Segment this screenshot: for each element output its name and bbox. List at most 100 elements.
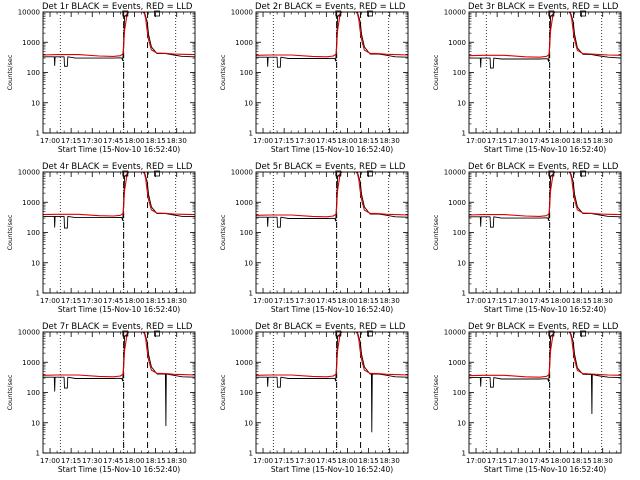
plot-area <box>256 172 408 228</box>
square-marker <box>580 10 586 17</box>
plot-area <box>43 12 195 67</box>
x-axis-label: Start Time (15-Nov-10 16:52:40) <box>484 465 606 474</box>
lld-rate-line <box>469 172 621 217</box>
x-tick-label: 17:45 <box>103 137 123 145</box>
chart-panel-5: Det 5r BLACK = Events, RED = LLD Counts/s… <box>219 162 409 314</box>
y-tick-label: 1000 <box>22 359 40 367</box>
lld-rate-line <box>256 332 408 378</box>
y-tick-label: 10000 <box>18 9 40 17</box>
y-tick-label: 10 <box>244 99 253 107</box>
x-tick-label: 17:30 <box>508 137 528 145</box>
y-axis-label: Counts/sec <box>219 54 227 90</box>
x-tick-label: 18:30 <box>380 297 400 305</box>
x-tick-label: 18:15 <box>571 137 591 145</box>
x-tick-label: 18:15 <box>358 137 378 145</box>
y-axis-label: Counts/sec <box>6 374 14 410</box>
x-tick-label: 17:45 <box>316 457 336 465</box>
plot-frame <box>255 331 409 454</box>
x-tick-label: 17:45 <box>529 297 549 305</box>
x-tick-label: 17:30 <box>82 457 102 465</box>
reference-lines <box>272 12 390 133</box>
x-tick-label: 18:30 <box>167 297 187 305</box>
x-axis-label: Start Time (15-Nov-10 16:52:40) <box>58 145 180 154</box>
chart-title: Det 9r BLACK = Events, RED = LLD <box>468 322 619 332</box>
x-tick-label: 18:30 <box>593 297 613 305</box>
x-axis-label: Start Time (15-Nov-10 16:52:40) <box>271 305 393 314</box>
square-marker <box>154 170 160 177</box>
y-tick-label: 1 <box>249 450 253 458</box>
y-axis-label: Counts/sec <box>6 214 14 250</box>
x-tick-label: 17:15 <box>487 457 507 465</box>
x-tick-label: 18:00 <box>550 137 570 145</box>
x-axis-label: Start Time (15-Nov-10 16:52:40) <box>58 305 180 314</box>
reference-lines <box>485 332 603 453</box>
y-tick-label: 1000 <box>22 199 40 207</box>
square-marker <box>580 330 586 337</box>
y-tick-label: 100 <box>240 69 253 77</box>
plot-frame <box>468 331 622 454</box>
events-rate-line <box>256 12 408 68</box>
plot-area <box>469 172 621 228</box>
reference-lines <box>59 172 177 293</box>
x-tick-label: 18:00 <box>337 297 357 305</box>
x-tick-label: 17:30 <box>508 457 528 465</box>
x-axis-label: Start Time (15-Nov-10 16:52:40) <box>58 465 180 474</box>
events-rate-line <box>256 172 408 228</box>
chart-title: Det 8r BLACK = Events, RED = LLD <box>255 322 406 332</box>
x-tick-label: 18:30 <box>167 137 187 145</box>
y-tick-label: 10000 <box>18 169 40 177</box>
plot-area <box>43 332 195 427</box>
x-tick-label: 17:15 <box>61 297 81 305</box>
plot-frame <box>468 11 622 134</box>
x-axis-label: Start Time (15-Nov-10 16:52:40) <box>271 145 393 154</box>
lld-rate-line <box>43 332 195 378</box>
y-tick-label: 1 <box>36 450 40 458</box>
plot-frame <box>468 171 622 294</box>
y-tick-label: 10000 <box>231 329 253 337</box>
x-tick-label: 18:00 <box>124 137 144 145</box>
plot-area <box>256 332 408 433</box>
y-tick-label: 10 <box>31 99 40 107</box>
x-tick-label: 18:30 <box>167 457 187 465</box>
square-marker <box>367 10 373 17</box>
chart-panel-9: Det 9r BLACK = Events, RED = LLD Counts/s… <box>432 322 622 474</box>
square-marker <box>154 10 160 17</box>
square-marker <box>335 170 342 177</box>
plot-area <box>469 12 621 69</box>
x-tick-label: 17:00 <box>466 137 486 145</box>
y-tick-label: 1000 <box>448 359 466 367</box>
x-tick-label: 17:00 <box>466 297 486 305</box>
x-axis-label: Start Time (15-Nov-10 16:52:40) <box>271 465 393 474</box>
x-tick-label: 18:00 <box>550 297 570 305</box>
x-tick-label: 17:45 <box>529 457 549 465</box>
x-tick-label: 17:15 <box>61 137 81 145</box>
lld-rate-line <box>256 12 408 58</box>
x-tick-label: 18:00 <box>124 457 144 465</box>
y-tick-label: 100 <box>453 389 466 397</box>
y-tick-label: 100 <box>240 389 253 397</box>
square-marker <box>367 330 373 337</box>
plot-frame <box>255 11 409 134</box>
x-tick-label: 17:15 <box>61 457 81 465</box>
chart-title: Det 4r BLACK = Events, RED = LLD <box>42 162 193 172</box>
reference-lines <box>272 172 390 293</box>
y-tick-label: 10 <box>457 99 466 107</box>
chart-panel-1: Det 1r BLACK = Events, RED = LLD Counts/s… <box>6 2 196 154</box>
square-marker <box>548 330 555 337</box>
y-tick-label: 1 <box>249 290 253 298</box>
x-tick-label: 17:00 <box>253 137 273 145</box>
chart-title: Det 1r BLACK = Events, RED = LLD <box>42 2 193 12</box>
x-tick-label: 17:00 <box>253 457 273 465</box>
y-tick-label: 1000 <box>235 359 253 367</box>
y-tick-label: 10 <box>457 259 466 267</box>
events-rate-line <box>43 332 195 427</box>
x-tick-label: 17:30 <box>295 457 315 465</box>
square-marker <box>122 330 129 337</box>
x-tick-label: 18:15 <box>145 137 165 145</box>
y-tick-label: 1 <box>249 130 253 138</box>
lld-rate-line <box>43 172 195 217</box>
events-rate-line <box>469 172 621 228</box>
events-rate-line <box>469 332 621 415</box>
chart-title: Det 5r BLACK = Events, RED = LLD <box>255 162 406 172</box>
